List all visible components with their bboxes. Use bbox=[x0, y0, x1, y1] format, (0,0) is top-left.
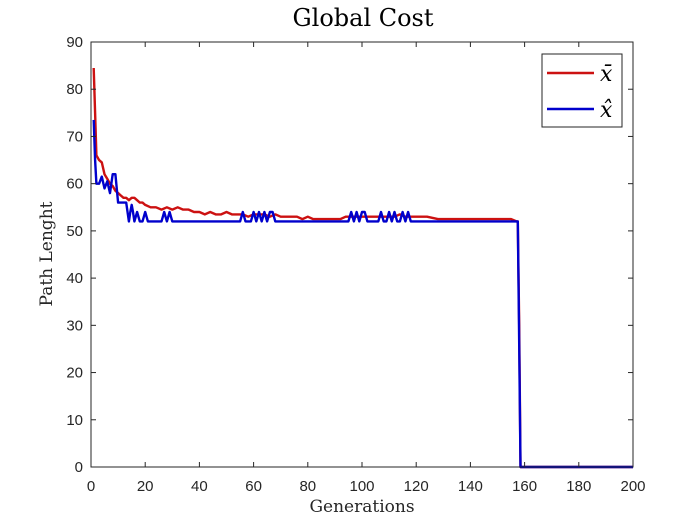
y-tick-label: 10 bbox=[66, 412, 83, 429]
legend-label: x̄ bbox=[600, 62, 613, 87]
legend: x̄ x̂ bbox=[541, 53, 623, 128]
legend-label: x̂ bbox=[600, 98, 613, 123]
y-tick-label: 90 bbox=[66, 34, 83, 51]
y-tick-label: 50 bbox=[66, 223, 83, 240]
y-tick-label: 30 bbox=[66, 317, 83, 334]
x-tick-label: 140 bbox=[458, 478, 483, 495]
x-tick-label: 40 bbox=[191, 478, 208, 495]
x-tick-label: 0 bbox=[87, 478, 95, 495]
series-layer bbox=[92, 67, 633, 469]
x-tick-label: 20 bbox=[137, 478, 154, 495]
x-tick-label: 200 bbox=[620, 478, 645, 495]
x-tick-label: 60 bbox=[245, 478, 262, 495]
y-tick-label: 20 bbox=[66, 365, 83, 382]
y-tick-label: 70 bbox=[66, 128, 83, 145]
legend-box bbox=[541, 53, 623, 128]
x-tick-label: 80 bbox=[299, 478, 316, 495]
series-line-1 bbox=[92, 119, 633, 469]
axis-ticks: 0 20 40 60 80 100 120 140 160 180 200 0 10 20 30 40 50 60… bbox=[66, 34, 645, 495]
y-tick-label: 40 bbox=[66, 270, 83, 287]
series-line-0 bbox=[92, 67, 633, 469]
plot-frame bbox=[90, 41, 634, 468]
x-tick-label: 100 bbox=[349, 478, 374, 495]
x-tick-label: 180 bbox=[566, 478, 591, 495]
y-tick-label: 60 bbox=[66, 176, 83, 193]
y-tick-label: 0 bbox=[75, 459, 83, 476]
y-axis-label: Path Lenght bbox=[37, 201, 57, 306]
x-axis-label: Generations bbox=[309, 497, 414, 517]
y-tick-label: 80 bbox=[66, 81, 83, 98]
x-tick-label: 160 bbox=[512, 478, 537, 495]
x-tick-label: 120 bbox=[404, 478, 429, 495]
chart-title: Global Cost bbox=[292, 4, 433, 32]
